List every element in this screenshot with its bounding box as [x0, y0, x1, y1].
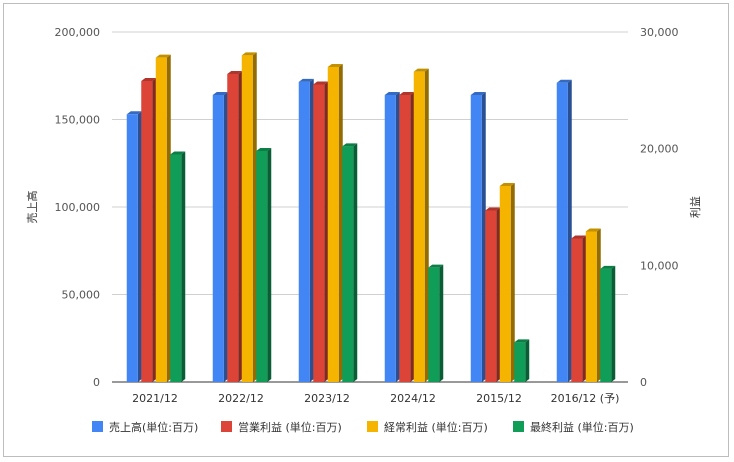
bar: [298, 78, 314, 382]
right-tick-label: 30,000: [640, 26, 679, 39]
bar: [155, 54, 171, 383]
category-labels: 2021/12 2022/12 2023/12 2024/12 2015/12 2016/…: [132, 392, 619, 405]
left-tick-label: 50,000: [62, 289, 101, 302]
legend-swatch: [513, 421, 524, 432]
left-tick-label: 100,000: [55, 201, 101, 214]
bar: [170, 151, 186, 382]
legend-item: 売上高(単位:百万): [92, 420, 198, 434]
bar: [126, 111, 142, 382]
right-axis-ticks: 0 10,000 20,000 30,000: [640, 26, 679, 389]
legend-label: 営業利益 (単位:百万): [238, 420, 342, 434]
bar: [327, 64, 343, 382]
left-axis-ticks: 0 50,000 100,000 150,000 200,000: [55, 26, 101, 389]
bar: [428, 264, 444, 382]
bar: [141, 78, 157, 382]
legend-label: 最終利益 (単位:百万): [530, 420, 634, 434]
bar: [342, 143, 358, 382]
bar: [413, 68, 429, 383]
bar: [600, 265, 616, 382]
category-label: 2024/12: [390, 392, 436, 405]
right-tick-label: 10,000: [640, 259, 679, 272]
bar: [256, 148, 272, 382]
left-tick-label: 200,000: [55, 26, 101, 39]
legend-swatch: [221, 421, 232, 432]
bar: [571, 235, 587, 382]
bar: [212, 92, 228, 382]
category-label: 2022/12: [218, 392, 264, 405]
bar: [399, 92, 415, 382]
category-label: 2015/12: [476, 392, 522, 405]
legend-item: 経常利益 (単位:百万): [367, 420, 488, 434]
bar: [585, 228, 601, 382]
legend-label: 経常利益 (単位:百万): [384, 420, 488, 434]
bar-marks: [126, 52, 616, 383]
legend-label: 売上高(単位:百万): [109, 420, 198, 434]
right-tick-label: 20,000: [640, 143, 679, 156]
bar: [313, 81, 329, 382]
legend-swatch: [92, 421, 103, 432]
bar: [485, 207, 501, 382]
gridlines: [112, 31, 628, 383]
right-axis-title: 利益: [688, 196, 702, 218]
left-axis-title: 売上高: [25, 191, 39, 224]
bar: [499, 183, 515, 382]
bar: [514, 339, 530, 382]
left-tick-label: 0: [93, 376, 100, 389]
bar: [556, 79, 572, 382]
left-tick-label: 150,000: [55, 114, 101, 127]
bar: [227, 71, 243, 382]
legend: 売上高(単位:百万) 営業利益 (単位:百万) 経常利益 (単位:百万) 最終利益 (…: [92, 420, 634, 434]
legend-swatch: [367, 421, 378, 432]
bar: [470, 92, 486, 382]
legend-item: 最終利益 (単位:百万): [513, 420, 634, 434]
category-label: 2021/12: [132, 392, 178, 405]
bar: [384, 92, 400, 382]
right-tick-label: 0: [640, 376, 647, 389]
legend-item: 営業利益 (単位:百万): [221, 420, 342, 434]
category-label: 2016/12 (予): [551, 392, 620, 405]
bar: [241, 52, 257, 382]
category-label: 2023/12: [304, 392, 350, 405]
